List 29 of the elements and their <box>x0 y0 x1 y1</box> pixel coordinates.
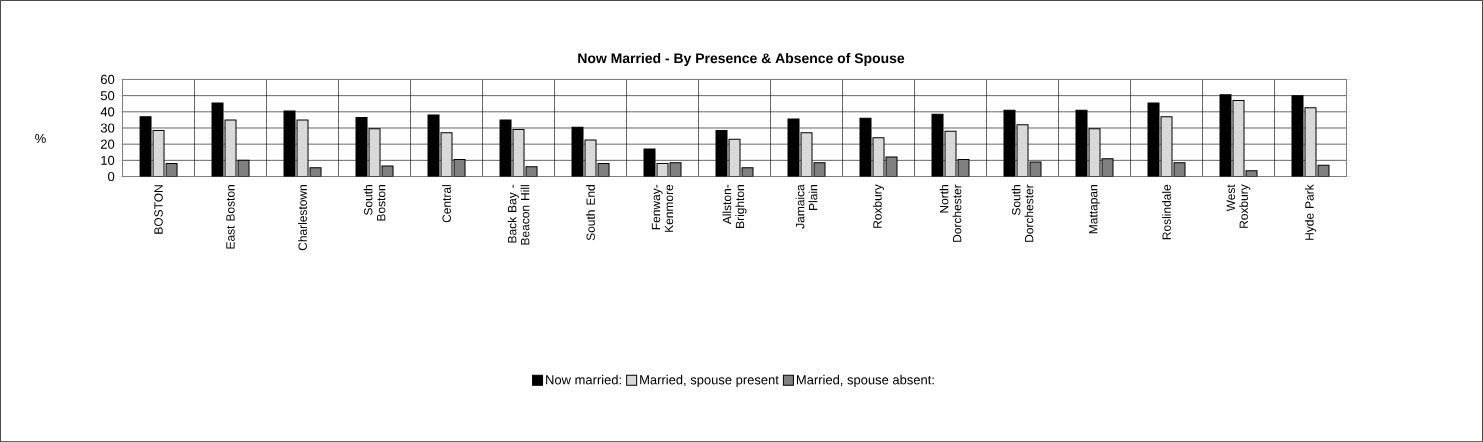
legend-label: Married, spouse present <box>640 374 779 387</box>
x-tick-label: Mattapan <box>1089 185 1100 234</box>
x-tick-label: North Dorchester <box>939 184 962 242</box>
x-tick-label: East Boston <box>226 185 235 249</box>
legend-label: Now married: <box>546 374 621 385</box>
x-tick-label: West Roxbury <box>1226 184 1251 228</box>
y-tick-label: 40 <box>100 107 115 117</box>
y-tick-label: 30 <box>100 123 115 133</box>
x-tick-label: Roxbury <box>872 184 885 228</box>
x-tick-label: BOSTON <box>154 185 163 234</box>
x-tick-label: Fenway-Kenmore <box>651 184 674 232</box>
x-tick-label: South Boston <box>363 185 386 221</box>
x-tick-label: Hyde Park <box>1304 184 1317 240</box>
chart-title: Now Married - By Presence & Absence of Spouse <box>578 52 905 66</box>
x-tick-label: Back Bay - Beacon Hill <box>507 184 530 245</box>
y-tick-label: 50 <box>100 90 115 101</box>
x-tick-label: South Dorchester <box>1011 184 1034 242</box>
legend-label: Married, spouse absent: <box>796 374 934 387</box>
y-tick-label: 20 <box>100 139 115 149</box>
y-tick-label: 10 <box>101 155 115 165</box>
y-axis-title: % <box>35 133 46 143</box>
x-tick-label: Jamaica Plain <box>795 184 818 229</box>
x-tick-label: South End <box>586 185 595 241</box>
x-tick-label: Charlestown <box>298 185 307 251</box>
x-tick-label: Central <box>442 185 451 223</box>
x-tick-label: Roslindale <box>1162 184 1171 240</box>
y-tick-label: 60 <box>100 74 115 84</box>
y-tick-label: 0 <box>108 171 115 182</box>
x-tick-label: Allston-Brighton <box>722 184 747 228</box>
